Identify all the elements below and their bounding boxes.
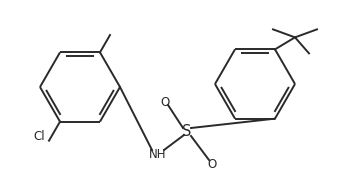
Text: O: O: [207, 158, 217, 171]
Text: NH: NH: [149, 148, 167, 160]
Text: Cl: Cl: [33, 130, 45, 143]
Text: S: S: [182, 125, 192, 139]
Text: O: O: [160, 95, 170, 109]
